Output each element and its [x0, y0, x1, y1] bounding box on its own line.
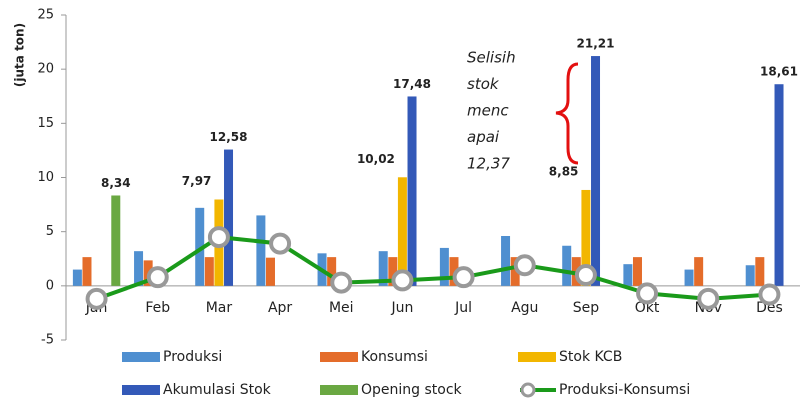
bar [388, 257, 398, 286]
bar [623, 264, 633, 286]
x-tick-label: Apr [268, 300, 292, 316]
bar [256, 215, 266, 286]
y-tick-label: 15 [37, 116, 54, 131]
legend-swatch [122, 385, 160, 395]
line-marker [574, 264, 597, 286]
value-label: 8,34 [101, 176, 131, 190]
legend-swatch [518, 352, 556, 362]
y-tick-label: 0 [46, 278, 54, 293]
line-marker [146, 266, 169, 289]
value-label: 18,61 [760, 65, 798, 79]
x-tick-label: Okt [635, 300, 660, 316]
x-tick-label: Jul [454, 300, 472, 316]
bar [265, 257, 275, 286]
annotation: stok [467, 75, 500, 93]
x-tick-label: Mar [206, 300, 233, 316]
bar [745, 265, 755, 286]
annotation: apai [467, 128, 500, 146]
bar [111, 195, 121, 286]
line-marker [758, 283, 781, 306]
bar [134, 251, 144, 286]
bar [327, 257, 337, 286]
x-tick-label: Mei [329, 300, 354, 316]
bar [224, 149, 234, 286]
brace [555, 62, 579, 165]
x-tick-label: Feb [145, 300, 170, 316]
legend-label: Konsumsi [361, 349, 428, 365]
bar [510, 257, 520, 286]
bar [439, 247, 449, 286]
bar [397, 177, 407, 286]
legend-label: Produksi-Konsumsi [559, 382, 690, 398]
value-label: 12,58 [210, 130, 248, 144]
annotation: Selisih [467, 49, 516, 67]
bar [632, 257, 642, 286]
bar [407, 96, 417, 286]
legend-label: Opening stock [361, 382, 463, 398]
bar [501, 236, 511, 286]
line-marker [452, 266, 475, 289]
value-label: 8,85 [549, 164, 579, 178]
x-tick-label: Jun [390, 300, 413, 316]
y-tick-label: 5 [46, 224, 54, 239]
bar [82, 257, 92, 286]
bar [774, 84, 784, 286]
y-tick-label: 10 [37, 170, 54, 185]
legend-swatch [320, 352, 358, 362]
x-tick-label: Agu [511, 300, 538, 316]
line-marker [85, 287, 108, 310]
bar [204, 257, 214, 286]
value-label: 21,21 [577, 37, 615, 51]
bar [755, 257, 765, 286]
legend-label: Stok KCB [559, 349, 622, 365]
bar [694, 257, 704, 286]
line-marker [513, 254, 536, 277]
legend-label: Produksi [163, 349, 222, 365]
line-marker [636, 282, 659, 305]
y-tick-label: -5 [41, 333, 54, 348]
value-label: 10,02 [357, 152, 395, 166]
legend-swatch [122, 352, 160, 362]
x-tick-label: Sep [573, 300, 600, 316]
bar [591, 56, 601, 286]
bar [72, 269, 82, 286]
line-marker [207, 226, 230, 249]
legend-label: Akumulasi Stok [163, 382, 272, 398]
bar [581, 189, 591, 286]
annotation: 12,37 [467, 155, 510, 173]
y-tick-label: 25 [37, 8, 54, 23]
line-marker [269, 232, 292, 255]
line-marker [391, 269, 414, 292]
y-tick-label: 20 [37, 62, 54, 77]
bar [562, 245, 572, 286]
legend-swatch [320, 385, 358, 395]
annotation: menc [467, 102, 509, 120]
bar [684, 269, 694, 286]
value-label: 7,97 [182, 174, 212, 188]
x-tick-label: Des [756, 300, 783, 316]
legend-marker [520, 382, 536, 398]
value-label: 17,48 [393, 77, 431, 91]
bar [449, 257, 459, 286]
y-axis-label: (juta ton) [13, 23, 27, 87]
bar [195, 207, 205, 286]
bar [378, 251, 388, 286]
line-marker [330, 271, 353, 294]
line-marker [697, 287, 720, 310]
